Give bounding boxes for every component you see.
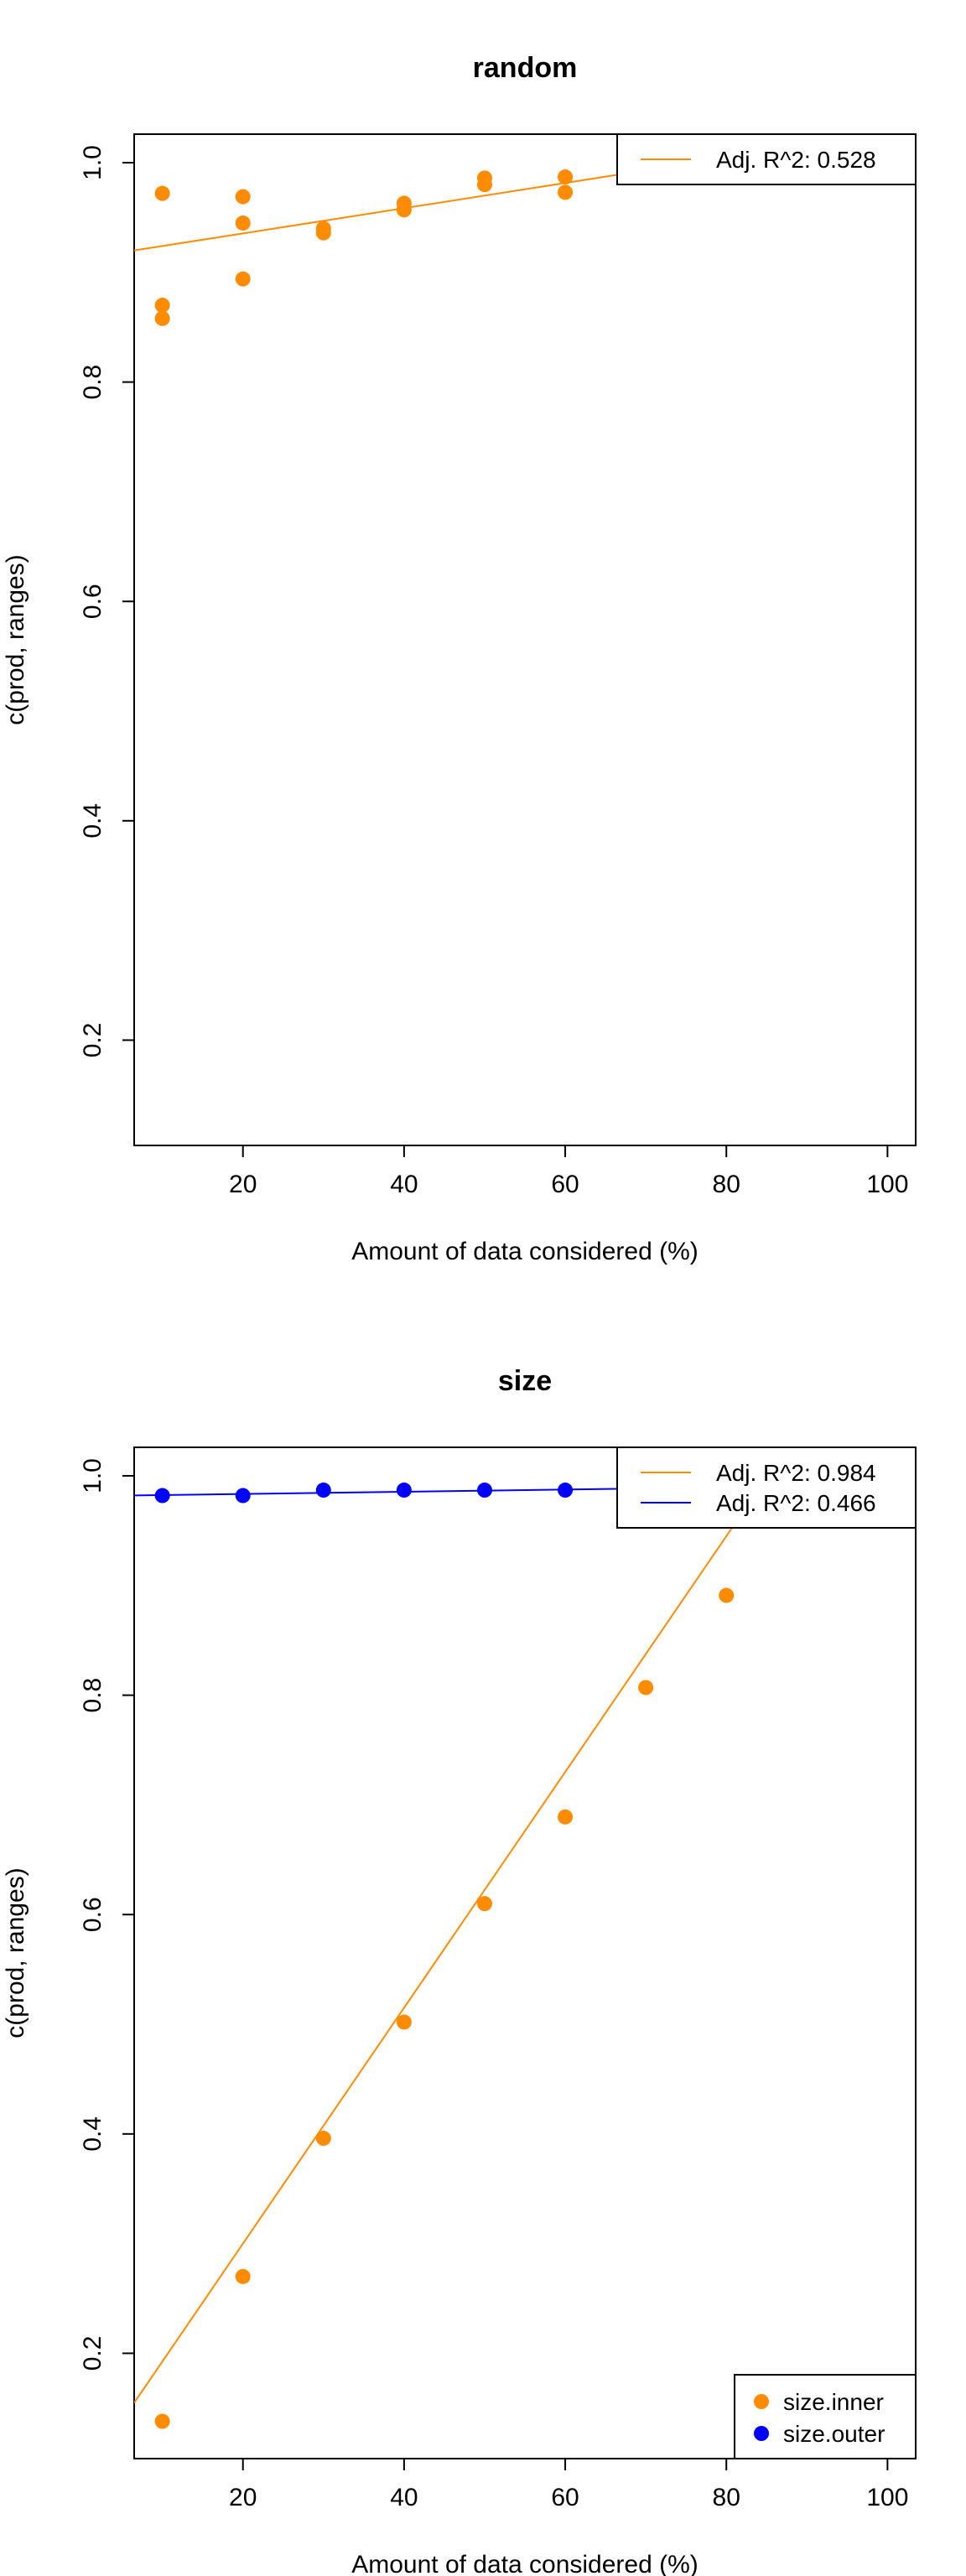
data-point <box>235 271 251 287</box>
data-point <box>558 169 574 185</box>
y-tick-label: 0.8 <box>79 365 106 400</box>
data-point <box>476 177 492 193</box>
y-tick-label: 1.0 <box>79 145 106 180</box>
y-tick-label: 0.2 <box>79 2336 106 2371</box>
legend-label: size.inner <box>783 2389 884 2415</box>
data-point <box>396 2014 412 2030</box>
x-tick-label: 80 <box>713 1171 740 1198</box>
x-tick-label: 40 <box>390 1171 418 1198</box>
data-point <box>235 2268 251 2284</box>
data-point <box>558 1483 574 1498</box>
data-point <box>396 202 412 218</box>
y-tick-label: 0.6 <box>79 1897 106 1932</box>
y-tick-label: 0.6 <box>79 584 106 619</box>
x-tick-label: 100 <box>866 1171 908 1198</box>
y-tick-label: 0.8 <box>79 1678 106 1713</box>
legend-label: Adj. R^2: 0.466 <box>716 1490 876 1516</box>
data-point <box>396 1483 412 1498</box>
y-tick-label: 1.0 <box>79 1458 106 1493</box>
legend-box <box>734 2374 917 2459</box>
y-tick-label: 0.2 <box>79 1023 106 1058</box>
x-axis-label: Amount of data considered (%) <box>351 2551 699 2576</box>
x-tick-label: 40 <box>390 2484 418 2511</box>
y-axis-label: c(prod, ranges) <box>2 554 29 724</box>
legend-label: Adj. R^2: 0.528 <box>716 147 876 173</box>
legend-label: size.outer <box>783 2421 885 2447</box>
x-tick-label: 60 <box>551 2484 579 2511</box>
data-point <box>558 1809 574 1825</box>
legend-point-key <box>754 2426 769 2441</box>
y-axis-label: c(prod, ranges) <box>2 1867 29 2038</box>
data-point <box>154 1488 170 1504</box>
x-tick-label: 20 <box>229 2484 257 2511</box>
x-tick-label: 100 <box>866 2484 908 2511</box>
chart-0: random 20 40 60 80 100 0.2 0.4 0.6 0.8 1.0 Amount o… <box>2 52 917 1265</box>
fit-lines <box>134 1447 916 2404</box>
data-point <box>154 185 170 201</box>
data-point <box>638 1680 654 1696</box>
legend-box <box>616 1446 917 1529</box>
legend-series: size.inner size.outer <box>734 2374 917 2459</box>
chart-1: size 20 40 60 80 100 0.2 0.4 0.6 0.8 1.0 Amount of … <box>2 1365 917 2576</box>
chart-title: size <box>498 1365 552 1397</box>
regression-line <box>134 1447 788 2404</box>
data-point <box>558 184 574 200</box>
data-point <box>315 225 331 241</box>
x-tick-label: 20 <box>229 1171 257 1198</box>
y-tick-label: 0.4 <box>79 2116 106 2152</box>
plot-frame <box>133 1446 917 2459</box>
data-point <box>235 189 251 205</box>
data-point <box>154 2413 170 2429</box>
legend: Adj. R^2: 0.528 <box>616 133 917 185</box>
data-point <box>235 1488 251 1504</box>
data-point <box>719 1587 735 1603</box>
data-point <box>315 1483 331 1498</box>
data-point <box>476 1896 492 1912</box>
data-point <box>154 298 170 314</box>
data-point <box>315 2131 331 2147</box>
x-tick-label: 80 <box>713 2484 740 2511</box>
data-point <box>476 1483 492 1498</box>
x-axis-label: Amount of data considered (%) <box>351 1238 699 1265</box>
legend-label: Adj. R^2: 0.984 <box>716 1460 876 1486</box>
data-point <box>154 310 170 326</box>
chart-title: random <box>473 52 578 84</box>
plot-frame <box>133 133 917 1146</box>
y-tick-label: 0.4 <box>79 803 106 839</box>
legend: Adj. R^2: 0.984 Adj. R^2: 0.466 <box>616 1446 917 1529</box>
x-tick-label: 60 <box>551 1171 579 1198</box>
legend-point-key <box>754 2394 769 2409</box>
data-point <box>235 215 251 231</box>
